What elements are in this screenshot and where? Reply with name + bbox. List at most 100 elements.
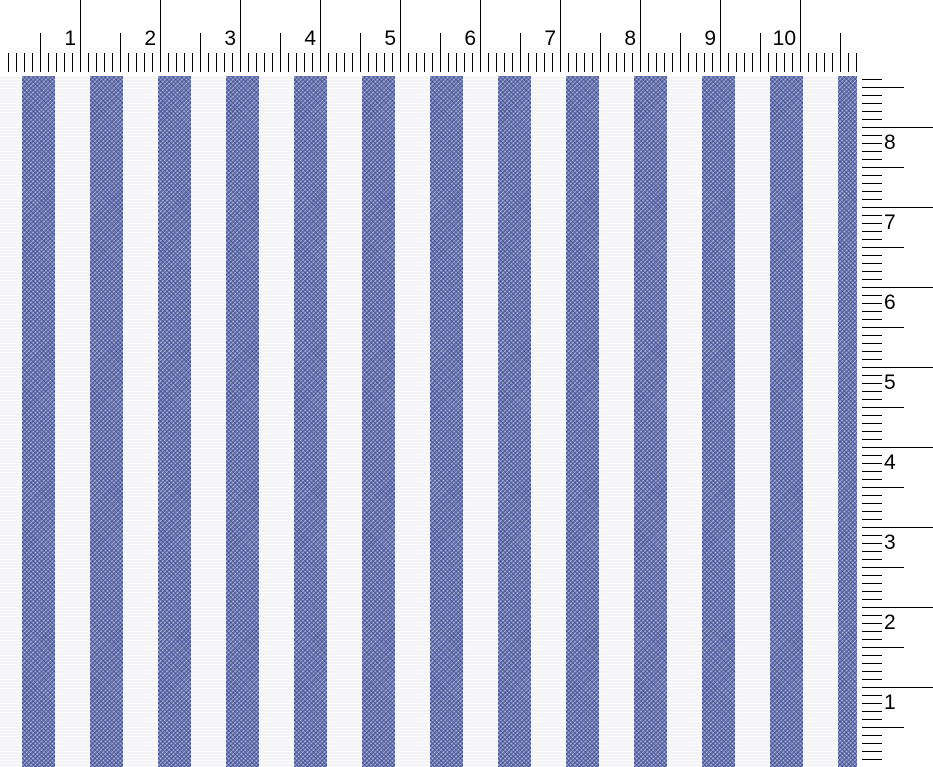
ruler-tick [312, 53, 313, 72]
ruler-tick [512, 53, 513, 72]
ruler-tick [616, 53, 617, 72]
ruler-tick [56, 53, 57, 72]
fabric-swatch [0, 76, 857, 767]
ruler-tick [32, 53, 33, 72]
ruler-tick [256, 53, 257, 72]
ruler-tick [862, 399, 882, 400]
ruler-tick [72, 53, 73, 72]
ruler-tick [240, 0, 241, 72]
ruler-tick [744, 53, 745, 72]
ruler-tick [808, 53, 809, 72]
ruler-label: 5 [384, 27, 396, 50]
ruler-tick [192, 53, 193, 72]
ruler-tick [112, 53, 113, 72]
ruler-tick [862, 687, 933, 688]
ruler-label: 3 [224, 27, 236, 50]
ruler-tick [862, 567, 904, 568]
ruler-tick [624, 53, 625, 72]
ruler-tick [584, 53, 585, 72]
ruler-tick [862, 383, 882, 384]
ruler-tick [552, 53, 553, 72]
ruler-tick [128, 53, 129, 72]
ruler-tick [862, 215, 882, 216]
ruler-tick [632, 53, 633, 72]
ruler-tick [856, 53, 857, 72]
ruler-tick [862, 591, 882, 592]
ruler-tick [862, 79, 882, 80]
ruler-tick [862, 311, 882, 312]
ruler-tick [560, 0, 561, 72]
ruler-tick [862, 231, 882, 232]
ruler-tick [392, 53, 393, 72]
ruler-tick [480, 0, 481, 72]
ruler-tick [496, 53, 497, 72]
ruler-tick [862, 503, 882, 504]
ruler-tick [288, 53, 289, 72]
ruler-tick [862, 135, 882, 136]
ruler-tick [752, 53, 753, 72]
ruler-tick [176, 53, 177, 72]
ruler-tick [296, 53, 297, 72]
ruler-label: 1 [884, 691, 896, 714]
ruler-tick [862, 303, 882, 304]
ruler-tick [432, 53, 433, 72]
ruler-tick [862, 367, 933, 368]
ruler-tick [360, 33, 361, 72]
ruler-tick [862, 679, 882, 680]
ruler-tick [160, 0, 161, 72]
ruler-tick [862, 599, 882, 600]
ruler-tick [328, 53, 329, 72]
ruler-tick [416, 53, 417, 72]
ruler-tick [862, 279, 882, 280]
ruler-tick [736, 53, 737, 72]
ruler-tick [368, 53, 369, 72]
ruler-tick [528, 53, 529, 72]
ruler-tick [816, 53, 817, 72]
ruler-tick [862, 159, 882, 160]
ruler-tick [862, 711, 882, 712]
ruler-tick [592, 53, 593, 72]
ruler-tick [862, 359, 882, 360]
ruler-tick [862, 183, 882, 184]
ruler-tick [862, 527, 933, 528]
blue-stripe [158, 76, 191, 767]
ruler-label: 9 [704, 27, 716, 50]
ruler-tick [776, 53, 777, 72]
ruler-tick [272, 53, 273, 72]
ruler-tick [760, 33, 761, 72]
ruler-tick [768, 53, 769, 72]
ruler-tick [862, 119, 882, 120]
ruler-tick [488, 53, 489, 72]
ruler-tick [656, 53, 657, 72]
ruler-tick [862, 695, 882, 696]
ruler-tick [862, 87, 904, 88]
ruler-tick [862, 127, 933, 128]
ruler-tick [464, 53, 465, 72]
ruler-label: 3 [884, 531, 896, 554]
blue-stripe [498, 76, 531, 767]
ruler-tick [448, 53, 449, 72]
ruler-tick [600, 33, 601, 72]
ruler-tick [832, 53, 833, 72]
blue-stripe [838, 76, 857, 767]
ruler-tick [862, 191, 882, 192]
ruler-tick [862, 495, 882, 496]
ruler-tick [376, 53, 377, 72]
ruler-label: 1 [64, 27, 76, 50]
ruler-tick [862, 247, 904, 248]
ruler-tick [862, 639, 882, 640]
ruler-tick [862, 175, 882, 176]
ruler-tick [48, 53, 49, 72]
ruler-tick [862, 439, 882, 440]
ruler-tick [862, 351, 882, 352]
ruler-tick [862, 575, 882, 576]
ruler-tick [536, 53, 537, 72]
ruler-label: 5 [884, 371, 896, 394]
ruler-tick [688, 53, 689, 72]
blue-stripe [294, 76, 327, 767]
ruler-tick [152, 53, 153, 72]
ruler-tick [862, 167, 904, 168]
ruler-tick [576, 53, 577, 72]
ruler-tick [862, 655, 882, 656]
ruler-tick [862, 319, 882, 320]
